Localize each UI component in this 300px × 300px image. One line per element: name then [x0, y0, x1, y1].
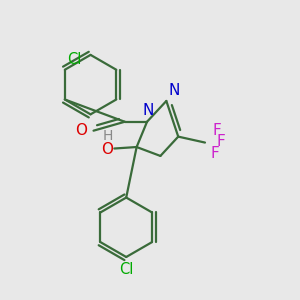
Text: Cl: Cl	[67, 52, 82, 67]
Text: Cl: Cl	[119, 262, 134, 277]
Text: F: F	[217, 134, 226, 148]
Text: N: N	[169, 83, 180, 98]
Text: N: N	[143, 103, 154, 118]
Text: F: F	[210, 146, 219, 161]
Text: H: H	[103, 129, 113, 142]
Text: F: F	[212, 123, 221, 138]
Text: O: O	[101, 142, 113, 157]
Text: O: O	[75, 123, 87, 138]
